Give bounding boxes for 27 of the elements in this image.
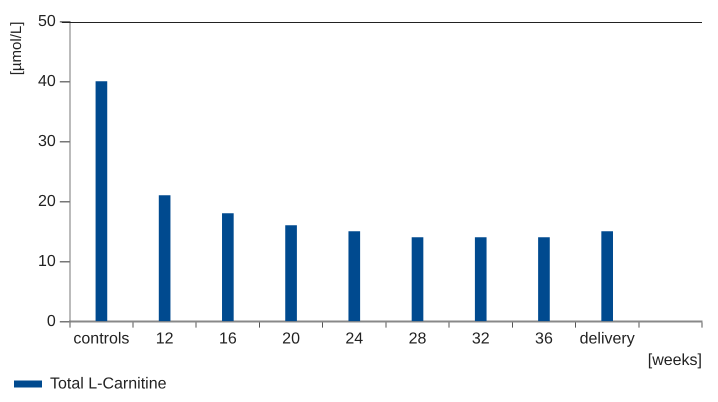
- x-tick-label: delivery: [580, 330, 635, 348]
- y-tick-label: 50: [38, 13, 56, 30]
- x-tick-label: 28: [408, 330, 427, 348]
- legend-label: Total L-Carnitine: [50, 375, 167, 392]
- bar: [348, 231, 360, 322]
- y-tick-label: 40: [38, 73, 56, 90]
- y-axis-title: [µmol/L]: [8, 22, 26, 76]
- bar: [222, 213, 234, 322]
- bar: [474, 237, 487, 322]
- bar: [285, 225, 297, 322]
- bar: [412, 237, 424, 322]
- x-tick-label: 20: [282, 330, 300, 348]
- bar: [158, 195, 170, 322]
- x-tick-label: 12: [156, 330, 174, 348]
- x-tick-label: 36: [535, 330, 553, 348]
- x-tick-label: 24: [345, 330, 364, 348]
- bar: [96, 81, 108, 322]
- bar: [601, 231, 613, 322]
- x-tick-label: 16: [218, 330, 237, 348]
- y-tick-label: 0: [46, 313, 56, 330]
- x-tick-label: controls: [73, 330, 130, 348]
- x-axis-title: [weeks]: [648, 352, 702, 369]
- bar: [538, 237, 550, 322]
- y-tick-label: 30: [38, 133, 56, 150]
- y-tick-label: 10: [38, 253, 56, 270]
- x-tick-label: 32: [472, 330, 490, 348]
- y-tick-label: 20: [38, 193, 56, 210]
